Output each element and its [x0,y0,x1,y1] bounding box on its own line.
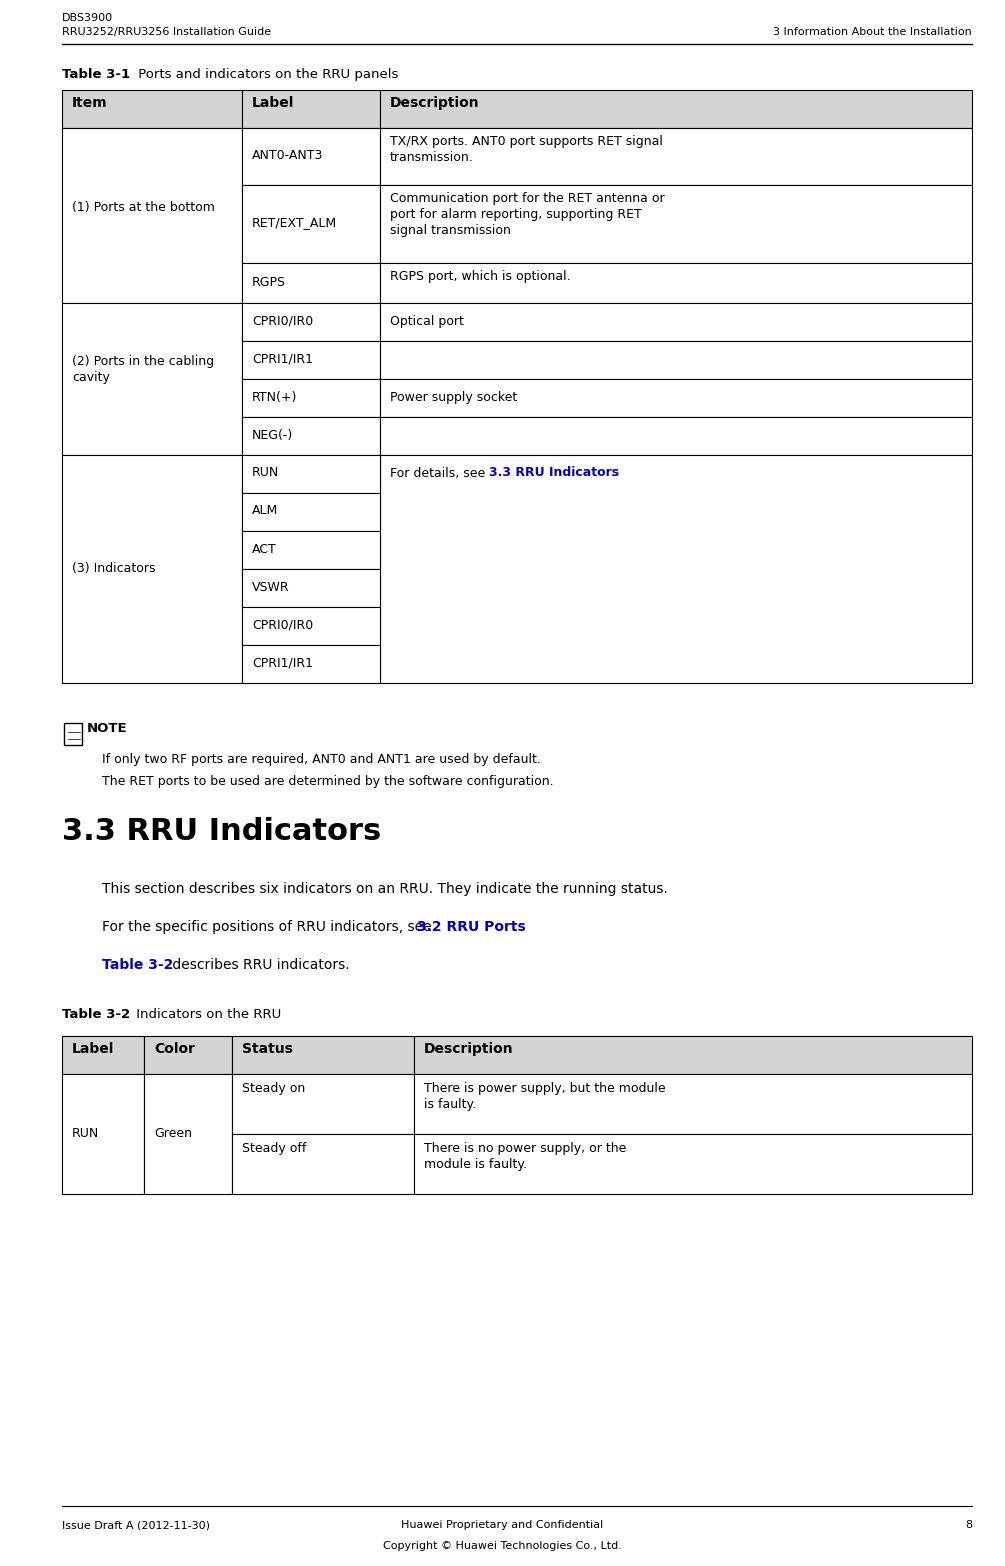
Bar [242,456,380,493]
Bar [232,1074,414,1134]
Bar [242,608,380,645]
Bar [242,379,380,417]
Text: Huawei Proprietary and Confidential: Huawei Proprietary and Confidential [401,1521,604,1530]
Text: Optical port: Optical port [390,315,464,327]
Text: RUN: RUN [72,1126,99,1140]
Bar [380,341,972,379]
Text: (1) Ports at the bottom: (1) Ports at the bottom [72,200,215,215]
Text: DBS3900: DBS3900 [62,13,114,23]
Text: RUN: RUN [252,467,279,479]
Text: 3 Information About the Installation: 3 Information About the Installation [773,27,972,38]
Text: Item: Item [72,96,108,110]
Text: .: . [512,919,517,933]
Text: 8: 8 [965,1521,972,1530]
Text: Label: Label [252,96,294,110]
Text: For details, see: For details, see [390,467,489,479]
Bar [414,1074,972,1134]
Bar [380,456,972,683]
Text: Label: Label [72,1041,115,1055]
Bar [242,531,380,568]
Text: ACT: ACT [252,542,276,556]
Bar [380,185,972,263]
Text: CPRI1/IR1: CPRI1/IR1 [252,656,313,670]
Text: Copyright © Huawei Technologies Co., Ltd.: Copyright © Huawei Technologies Co., Ltd… [383,1541,622,1550]
Bar [242,89,380,128]
Bar [62,1074,144,1193]
Text: describes RRU indicators.: describes RRU indicators. [168,958,350,972]
Bar [144,1037,232,1074]
Text: Steady on: Steady on [242,1082,306,1095]
Text: Table 3-2: Table 3-2 [102,958,174,972]
Text: Color: Color [154,1041,195,1055]
Bar [62,89,242,128]
Bar [62,1037,144,1074]
Bar [242,493,380,531]
Text: The RET ports to be used are determined by the software configuration.: The RET ports to be used are determined … [102,775,554,788]
Text: (3) Indicators: (3) Indicators [72,562,156,575]
Bar [242,302,380,341]
Text: Green: Green [154,1126,192,1140]
Text: TX/RX ports. ANT0 port supports RET signal
transmission.: TX/RX ports. ANT0 port supports RET sign… [390,135,663,164]
Text: There is no power supply, or the
module is faulty.: There is no power supply, or the module … [424,1142,626,1171]
Bar [242,645,380,683]
Text: Description: Description [424,1041,514,1055]
Text: There is power supply, but the module
is faulty.: There is power supply, but the module is… [424,1082,665,1110]
Text: RGPS: RGPS [252,276,286,288]
Text: (2) Ports in the cabling
cavity: (2) Ports in the cabling cavity [72,354,214,384]
Text: RGPS port, which is optional.: RGPS port, which is optional. [390,269,571,283]
Text: Description: Description [390,96,479,110]
Bar [242,128,380,185]
Bar [242,263,380,302]
Text: CPRI0/IR0: CPRI0/IR0 [252,315,314,327]
Text: CPRI1/IR1: CPRI1/IR1 [252,352,313,365]
Bar [242,417,380,456]
Text: 3.3 RRU Indicators: 3.3 RRU Indicators [62,817,381,846]
Text: NEG(-): NEG(-) [252,429,293,442]
Bar [380,89,972,128]
Text: Power supply socket: Power supply socket [390,390,518,404]
Text: This section describes six indicators on an RRU. They indicate the running statu: This section describes six indicators on… [102,882,668,896]
Text: ALM: ALM [252,504,278,517]
Text: ANT0-ANT3: ANT0-ANT3 [252,149,324,161]
Bar [232,1134,414,1193]
Bar [380,417,972,456]
Bar [380,379,972,417]
Text: 3.2 RRU Ports: 3.2 RRU Ports [417,919,526,933]
Text: Steady off: Steady off [242,1142,307,1156]
Bar [380,128,972,185]
Text: CPRI0/IR0: CPRI0/IR0 [252,619,314,631]
Bar [64,723,82,745]
Text: Status: Status [242,1041,292,1055]
Bar [414,1134,972,1193]
Text: NOTE: NOTE [87,722,128,734]
Text: RTN(+): RTN(+) [252,390,297,404]
Bar [242,341,380,379]
Text: Ports and indicators on the RRU panels: Ports and indicators on the RRU panels [134,67,398,81]
Text: Issue Draft A (2012-11-30): Issue Draft A (2012-11-30) [62,1521,210,1530]
Bar [414,1037,972,1074]
Bar [62,456,242,683]
Text: Communication port for the RET antenna or
port for alarm reporting, supporting R: Communication port for the RET antenna o… [390,193,664,236]
Text: For the specific positions of RRU indicators, see: For the specific positions of RRU indica… [102,919,436,933]
Bar [242,568,380,608]
Text: Table 3-1: Table 3-1 [62,67,130,81]
Text: 3.3 RRU Indicators: 3.3 RRU Indicators [488,467,619,479]
Text: Table 3-2: Table 3-2 [62,1009,130,1021]
Text: If only two RF ports are required, ANT0 and ANT1 are used by default.: If only two RF ports are required, ANT0 … [102,753,541,766]
Bar [144,1074,232,1193]
Bar [62,128,242,302]
Bar [380,263,972,302]
Bar [380,302,972,341]
Bar [62,302,242,456]
Bar [232,1037,414,1074]
Text: .: . [611,467,615,479]
Text: RRU3252/RRU3256 Installation Guide: RRU3252/RRU3256 Installation Guide [62,27,271,38]
Text: RET/EXT_ALM: RET/EXT_ALM [252,216,337,230]
Bar [242,185,380,263]
Text: Indicators on the RRU: Indicators on the RRU [132,1009,281,1021]
Text: VSWR: VSWR [252,581,289,594]
